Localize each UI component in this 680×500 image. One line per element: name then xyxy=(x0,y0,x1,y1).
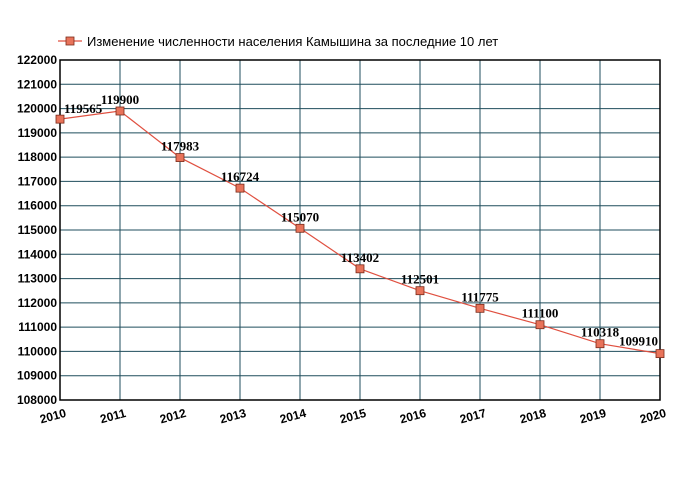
x-tick-label: 2015 xyxy=(338,406,368,427)
chart-series xyxy=(55,106,665,359)
data-point-marker xyxy=(175,153,185,162)
x-tick-label: 2014 xyxy=(278,406,308,427)
y-tick-label: 118000 xyxy=(18,150,58,164)
legend-marker-swatch xyxy=(65,36,75,46)
x-tick-label: 2020 xyxy=(638,406,668,427)
y-tick-label: 111000 xyxy=(18,320,57,334)
y-tick-label: 112000 xyxy=(18,296,58,310)
y-tick-label: 121000 xyxy=(17,77,57,91)
y-tick-label: 114000 xyxy=(18,247,58,261)
y-axis-ticks: 108000 109000 110000 111000 112000 113000 1140… xyxy=(17,53,57,407)
y-tick-label: 108000 xyxy=(17,393,57,407)
data-point-marker xyxy=(595,339,605,349)
x-tick-label: 2018 xyxy=(518,406,548,427)
x-tick-label: 2016 xyxy=(398,406,428,427)
data-point-marker xyxy=(475,303,485,313)
data-label: 109910 xyxy=(619,334,658,349)
data-point-marker xyxy=(115,106,125,116)
data-label: 113402 xyxy=(341,250,379,265)
plot-area-border xyxy=(59,59,661,401)
legend-label: Изменение численности населения Камышина… xyxy=(87,34,498,49)
data-point-marker xyxy=(235,183,245,193)
data-point-marker xyxy=(355,264,365,274)
y-tick-label: 117000 xyxy=(18,174,58,188)
x-tick-label: 2019 xyxy=(578,406,608,427)
data-label: 117983 xyxy=(161,139,200,154)
data-label: 110318 xyxy=(581,325,620,340)
data-label: 111775 xyxy=(461,289,499,304)
x-tick-label: 2010 xyxy=(38,406,68,427)
chart-grid xyxy=(59,59,661,401)
y-tick-label: 116000 xyxy=(18,199,58,213)
data-label: 116724 xyxy=(221,169,260,184)
x-axis-ticks: 2010 2011 2012 2013 2014 2015 2016 2017 2018 2019… xyxy=(38,406,668,427)
data-label: 119565 xyxy=(64,101,103,116)
y-tick-label: 115000 xyxy=(18,223,58,237)
y-tick-label: 122000 xyxy=(17,53,57,67)
data-point-marker xyxy=(415,286,425,296)
data-label: 115070 xyxy=(281,209,319,224)
data-point-marker xyxy=(655,349,665,359)
data-point-marker xyxy=(55,114,65,124)
x-tick-label: 2012 xyxy=(158,406,188,427)
x-tick-label: 2017 xyxy=(458,406,488,427)
data-label: 112501 xyxy=(401,272,439,287)
x-tick-label: 2011 xyxy=(99,406,128,426)
y-tick-label: 109000 xyxy=(17,369,57,383)
y-tick-label: 110000 xyxy=(18,344,58,358)
chart-legend: Изменение численности населения Камышина… xyxy=(58,34,498,49)
data-point-marker xyxy=(535,320,545,330)
x-tick-label: 2013 xyxy=(218,406,248,427)
y-tick-label: 113000 xyxy=(18,272,58,286)
y-tick-label: 120000 xyxy=(17,102,57,116)
data-label: 119900 xyxy=(101,92,139,107)
y-tick-label: 119000 xyxy=(18,126,58,140)
data-label: 111100 xyxy=(522,306,559,321)
data-point-marker xyxy=(295,223,305,233)
